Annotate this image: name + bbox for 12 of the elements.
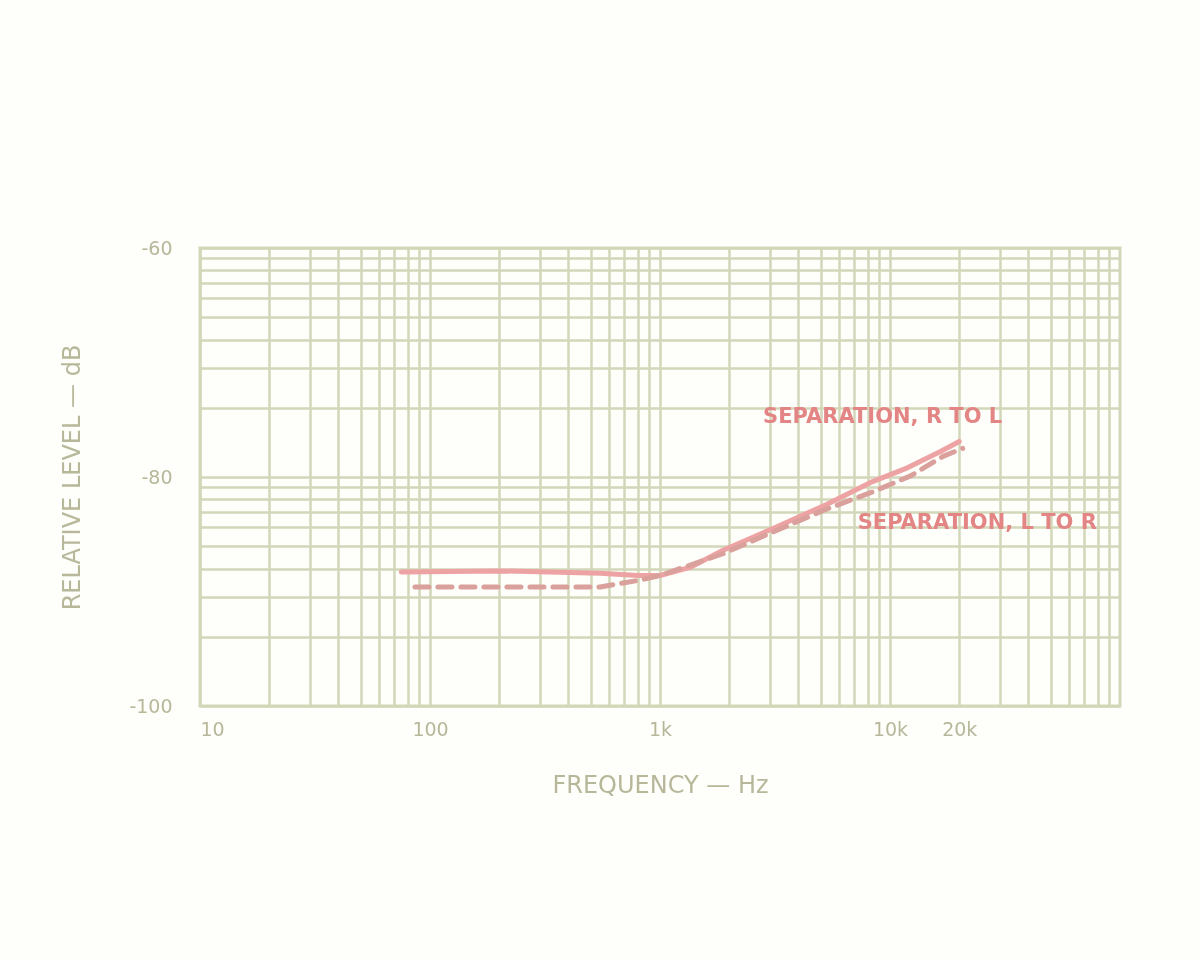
x-tick-label: 20k	[942, 717, 978, 740]
x-tick-label: 10	[200, 717, 225, 740]
y-tick-label: -100	[129, 694, 173, 717]
x-tick-label: 1k	[648, 717, 673, 740]
x-tick-label: 10k	[872, 717, 909, 740]
text: SEPARATION, R TO L	[763, 403, 1003, 428]
y-tick-label: -60	[141, 236, 173, 259]
y-tick-label: -80	[141, 465, 173, 488]
series-label: SEPARATION, L TO R	[857, 510, 1097, 535]
x-axis-title: FREQUENCY — Hz	[552, 770, 769, 799]
y-axis-title: RELATIVE LEVEL — dB	[58, 344, 87, 611]
x-tick-label: 100	[412, 717, 449, 740]
